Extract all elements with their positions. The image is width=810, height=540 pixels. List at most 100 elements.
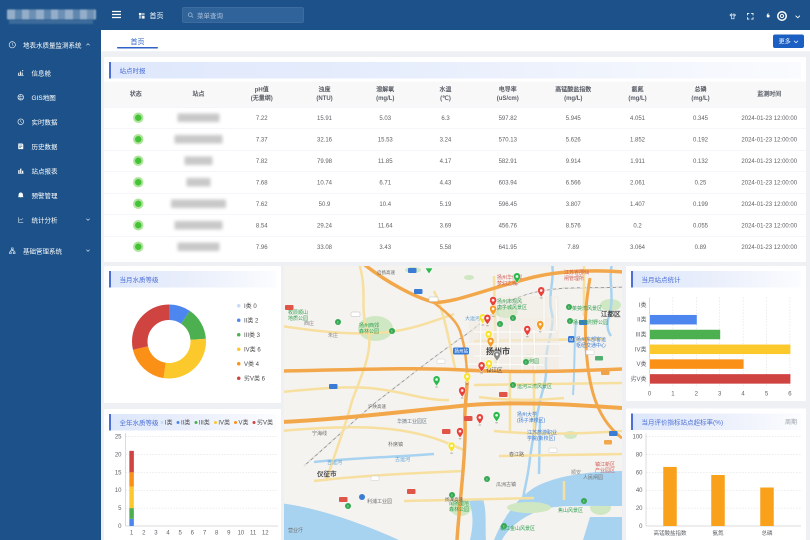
svg-text:闸管理所: 闸管理所 (564, 275, 584, 282)
svg-text:i: i (500, 322, 501, 327)
svg-text:i: i (452, 493, 453, 498)
svg-text:扬州站: 扬州站 (455, 348, 469, 355)
svg-text:2: 2 (142, 531, 146, 537)
svg-text:仪征市: 仪征市 (316, 469, 337, 478)
svg-text:M: M (569, 337, 573, 342)
svg-text:100: 100 (632, 435, 643, 441)
svg-text:枚辰顺山: 枚辰顺山 (288, 309, 308, 316)
svg-text:江都区: 江都区 (601, 309, 621, 318)
svg-text:唐子城风景区: 唐子城风景区 (497, 304, 527, 311)
svg-text:茱萸湾风景区: 茱萸湾风景区 (572, 305, 602, 312)
svg-text:氨氮: 氨氮 (712, 529, 724, 537)
svg-text:i: i (513, 383, 514, 388)
svg-text:25: 25 (115, 435, 122, 441)
svg-text:焦山风景区: 焦山风景区 (558, 507, 583, 514)
svg-text:i: i (526, 360, 527, 365)
svg-text:春江路: 春江路 (509, 451, 524, 458)
svg-text:i: i (392, 329, 393, 334)
svg-text:3: 3 (718, 391, 722, 397)
svg-text:i: i (513, 316, 514, 321)
svg-text:森林公园: 森林公园 (449, 506, 469, 513)
svg-text:产业园区: 产业园区 (595, 467, 615, 474)
svg-text:0: 0 (118, 524, 122, 530)
svg-text:古运河: 古运河 (395, 456, 410, 463)
svg-text:朱庄: 朱庄 (328, 332, 338, 339)
svg-text:5: 5 (179, 531, 183, 537)
svg-text:15: 15 (115, 470, 122, 476)
svg-text:镇江新区: 镇江新区 (595, 461, 615, 468)
svg-text:i: i (584, 499, 585, 504)
svg-text:江苏省邵仙: 江苏省邵仙 (564, 269, 589, 276)
svg-text:4: 4 (166, 531, 170, 537)
svg-text:V类: V类 (636, 360, 646, 368)
svg-text:10: 10 (115, 488, 122, 494)
svg-text:i: i (487, 477, 488, 482)
svg-text:扬溧高速: 扬溧高速 (445, 496, 463, 503)
svg-text:40: 40 (636, 488, 643, 494)
svg-text:i: i (569, 305, 570, 310)
svg-text:宁海线: 宁海线 (312, 430, 327, 437)
svg-text:4: 4 (741, 391, 745, 397)
svg-text:8: 8 (215, 531, 219, 537)
svg-text:启扬高速: 启扬高速 (377, 269, 395, 276)
svg-text:扬州市观风: 扬州市观风 (497, 298, 522, 305)
svg-text:镇江金山风景区: 镇江金山风景区 (500, 525, 535, 532)
svg-text:大运河: 大运河 (465, 315, 480, 322)
svg-text:i: i (338, 320, 339, 325)
svg-text:华摘工业园区: 华摘工业园区 (397, 418, 427, 425)
svg-text:沪陕高速: 沪陕高速 (368, 403, 386, 410)
svg-text:营业圩: 营业圩 (288, 527, 303, 534)
svg-text:江苏旅游职业: 江苏旅游职业 (527, 429, 557, 436)
svg-text:i: i (504, 524, 505, 529)
svg-text:II类: II类 (637, 316, 646, 324)
svg-text:5: 5 (765, 391, 769, 397)
svg-text:扬子津附野公园: 扬子津附野公园 (573, 319, 608, 326)
svg-text:扬州华侨城: 扬州华侨城 (497, 274, 522, 281)
svg-text:IV类: IV类 (635, 345, 647, 353)
svg-text:利浦工业园: 利浦工业园 (367, 498, 392, 505)
svg-text:运河三湾风景区: 运河三湾风景区 (517, 383, 552, 390)
svg-text:总磷: 总磷 (761, 529, 773, 537)
svg-text:i: i (348, 504, 349, 509)
svg-text:7: 7 (203, 531, 207, 537)
svg-text:梦幻之城: 梦幻之城 (497, 280, 517, 287)
svg-text:2: 2 (695, 391, 699, 397)
svg-text:0: 0 (648, 391, 652, 397)
svg-text:80: 80 (636, 452, 643, 458)
svg-text:3: 3 (154, 531, 158, 537)
svg-text:i: i (570, 319, 571, 324)
svg-text:20: 20 (115, 452, 122, 458)
svg-text:劣V类: 劣V类 (630, 375, 646, 383)
svg-text:森林公园: 森林公园 (359, 328, 379, 335)
svg-text:11: 11 (250, 531, 257, 537)
svg-text:顺安: 顺安 (571, 469, 581, 476)
svg-text:地质公园: 地质公园 (288, 315, 308, 322)
svg-text:(扬子津校区): (扬子津校区) (517, 417, 546, 424)
svg-text:扬州东部客运: 扬州东部客运 (576, 336, 606, 343)
svg-text:12: 12 (262, 531, 269, 537)
svg-text:朴席镇: 朴席镇 (388, 441, 403, 448)
svg-text:扬州西郊: 扬州西郊 (359, 322, 379, 329)
svg-text:10: 10 (238, 531, 245, 537)
svg-text:枢纽交通中心: 枢纽交通中心 (576, 342, 606, 349)
svg-text:60: 60 (636, 470, 643, 476)
svg-text:6: 6 (788, 391, 792, 397)
svg-text:I类: I类 (639, 301, 647, 309)
svg-text:邗江区: 邗江区 (486, 366, 503, 374)
svg-text:1: 1 (130, 531, 134, 537)
svg-text:人民闸园: 人民闸园 (583, 474, 603, 481)
svg-text:西庄: 西庄 (304, 320, 314, 327)
svg-text:瓜洲古镇: 瓜洲古镇 (496, 481, 516, 488)
svg-text:扬州大学: 扬州大学 (517, 411, 537, 418)
svg-text:6: 6 (191, 531, 195, 537)
svg-text:闰扬湿地: 闰扬湿地 (449, 500, 469, 507)
svg-text:1: 1 (671, 391, 675, 397)
svg-text:吉运河: 吉运河 (327, 459, 342, 466)
svg-text:高锰酸盐指数: 高锰酸盐指数 (653, 529, 687, 537)
svg-text:5: 5 (118, 506, 122, 512)
svg-text:20: 20 (636, 506, 643, 512)
svg-text:何园: 何园 (529, 358, 539, 365)
svg-text:0: 0 (639, 524, 643, 530)
svg-text:学院(新校区): 学院(新校区) (527, 435, 556, 442)
svg-text:III类: III类 (635, 331, 646, 339)
